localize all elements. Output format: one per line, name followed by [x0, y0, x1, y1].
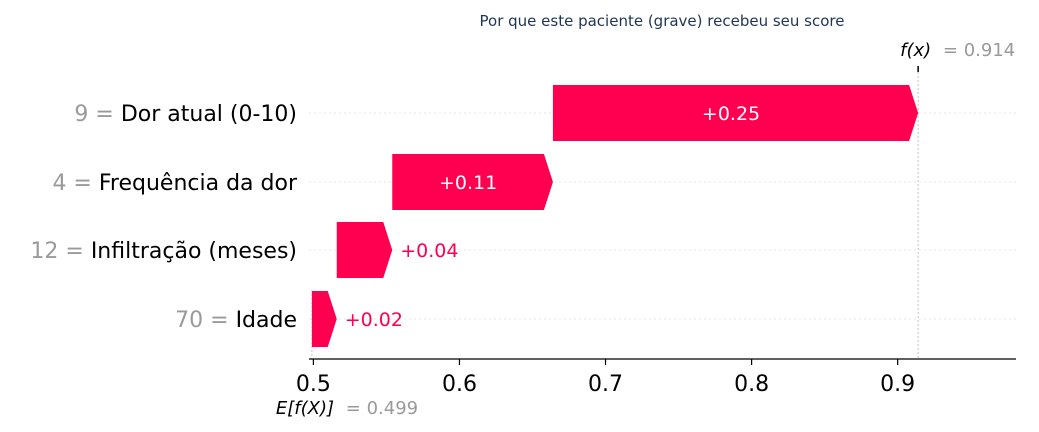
output-value: = 0.914: [943, 40, 1015, 61]
bar: [552, 85, 919, 141]
data-label: +0.02: [345, 309, 403, 331]
reference-lines: [311, 68, 919, 359]
bars: +0.25 +0.11 +0.04 +0.02: [311, 85, 919, 347]
chart-title: Por que este paciente (grave) recebeu se…: [480, 12, 845, 30]
data-label: +0.25: [702, 103, 760, 125]
feature-name: Infiltração (meses): [91, 239, 297, 264]
x-tick-label: 0.9: [880, 372, 915, 397]
x-tick-label: 0.6: [442, 372, 477, 397]
feature-label: 9 = Dor atual (0-10): [74, 102, 297, 127]
base-label-name: E[f(X)]: [276, 398, 334, 419]
feature-label: 12 = Infiltração (meses): [30, 239, 297, 264]
x-tick-label: 0.8: [734, 372, 769, 397]
base-label: E[f(X)] = 0.499: [276, 398, 418, 419]
feature-value: 70 =: [175, 308, 235, 333]
feature-value: 4 =: [52, 171, 98, 196]
x-tick-label: 0.7: [588, 372, 623, 397]
feature-labels: 9 = Dor atual (0-10) 4 = Frequência da do…: [30, 102, 298, 333]
data-label: +0.11: [439, 172, 497, 194]
feature-name: Frequência da dor: [99, 171, 298, 196]
feature-label: 70 = Idade: [175, 308, 297, 333]
bar: [311, 291, 337, 347]
feature-name: Dor atual (0-10): [121, 102, 297, 127]
row-gridlines: [309, 112, 1016, 320]
feature-label: 4 = Frequência da dor: [52, 171, 298, 196]
feature-name: Idade: [236, 308, 297, 333]
base-value: = 0.499: [346, 398, 418, 419]
data-label: +0.04: [400, 240, 458, 262]
output-label: f(x) = 0.914: [900, 40, 1015, 61]
bar: [392, 154, 553, 210]
feature-value: 12 =: [30, 239, 90, 264]
x-axis-ticks: 0.5 0.6 0.7 0.8 0.9: [296, 359, 915, 397]
feature-value: 9 =: [74, 102, 120, 127]
x-tick-label: 0.5: [296, 372, 331, 397]
bar: [336, 222, 393, 278]
output-label-name: f(x): [900, 40, 931, 61]
